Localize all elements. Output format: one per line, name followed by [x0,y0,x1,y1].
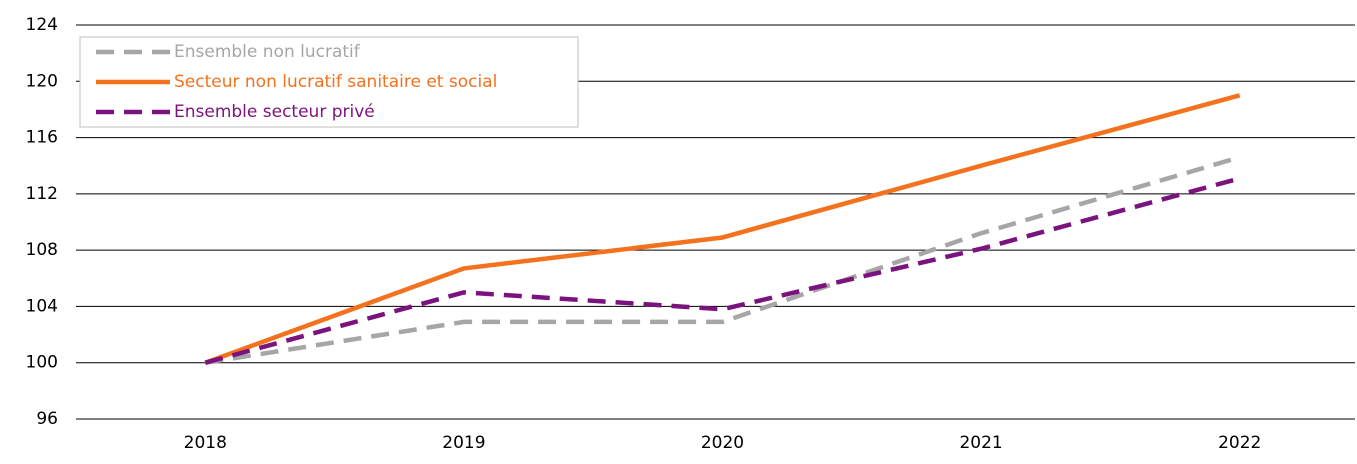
x-tick-label: 2021 [959,433,1002,453]
series-line [204,93,1241,365]
y-tick-label: 104 [26,296,58,316]
x-tick-label: 2019 [442,433,485,453]
x-tick-label: 2018 [184,433,227,453]
series-line [204,176,1241,365]
legend-label: Ensemble non lucratif [174,42,361,62]
legend-label: Secteur non lucratif sanitaire et social [174,72,497,92]
y-tick-label: 124 [26,15,58,35]
x-tick-label: 2020 [701,433,744,453]
legend-label: Ensemble secteur privé [174,102,375,122]
y-tick-label: 116 [26,128,58,148]
y-tick-label: 96 [36,409,58,429]
x-tick-label: 2022 [1218,433,1261,453]
series-line [204,155,1241,365]
y-tick-label: 120 [26,71,58,91]
y-tick-label: 100 [26,353,58,373]
y-tick-label: 112 [26,184,58,204]
y-tick-label: 108 [26,240,58,260]
